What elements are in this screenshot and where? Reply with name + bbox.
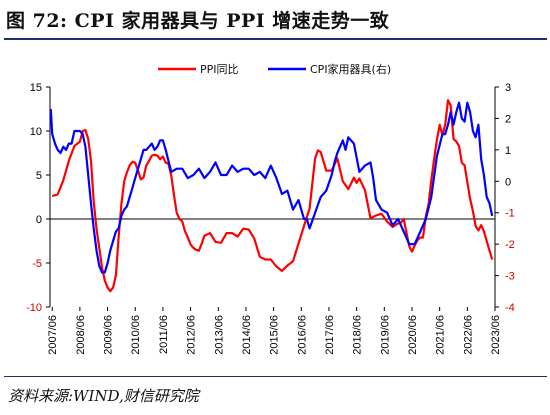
left-tick-label: -5 bbox=[32, 258, 42, 270]
x-tick-label: 2014/06 bbox=[241, 315, 253, 355]
left-tick-label: 15 bbox=[30, 82, 42, 94]
right-tick-label: 1 bbox=[505, 145, 511, 157]
right-tick-label: 3 bbox=[505, 82, 511, 94]
left-tick-label: 5 bbox=[36, 170, 42, 182]
chart-legend: PPI同比 CPI家用器具(右) bbox=[158, 62, 391, 76]
left-tick-label: -10 bbox=[26, 302, 42, 314]
legend-label: PPI同比 bbox=[200, 63, 239, 76]
x-tick-label: 2020/06 bbox=[407, 315, 419, 355]
cpi-appliance-series-line bbox=[49, 101, 494, 274]
right-tick-label: 0 bbox=[505, 176, 511, 188]
x-tick-label: 2017/06 bbox=[324, 315, 336, 355]
right-tick-label: -2 bbox=[505, 239, 515, 251]
x-tick-label: 2019/06 bbox=[379, 315, 391, 355]
left-tick-label: 10 bbox=[30, 126, 42, 138]
page-title: 图 72: CPI 家用器具与 PPI 增速走势一致 bbox=[6, 10, 390, 32]
x-tick-label: 2023/06 bbox=[490, 315, 502, 355]
legend-label: CPI家用器具(右) bbox=[310, 62, 391, 76]
left-tick-label: 0 bbox=[36, 214, 42, 226]
right-tick-label: -1 bbox=[505, 208, 515, 220]
right-tick-label: -3 bbox=[505, 271, 515, 283]
ppi-series-line bbox=[51, 99, 494, 293]
x-tick-label: 2021/06 bbox=[435, 315, 447, 355]
x-tick-label: 2007/06 bbox=[47, 315, 59, 355]
x-tick-label: 2011/06 bbox=[158, 315, 170, 354]
x-tick-label: 2012/06 bbox=[186, 315, 198, 355]
right-tick-label: 2 bbox=[505, 113, 511, 125]
x-tick-label: 2010/06 bbox=[130, 315, 142, 355]
x-tick-label: 2018/06 bbox=[352, 315, 364, 355]
title-divider bbox=[4, 38, 547, 40]
x-tick-label: 2008/06 bbox=[75, 315, 87, 355]
source-note: 资料来源:WIND,财信研究院 bbox=[8, 387, 199, 405]
x-tick-label: 2009/06 bbox=[103, 315, 115, 355]
right-tick-label: -4 bbox=[505, 302, 515, 314]
x-tick-label: 2022/06 bbox=[462, 315, 474, 355]
x-tick-label: 2013/06 bbox=[213, 315, 225, 355]
x-tick-label: 2015/06 bbox=[269, 315, 281, 355]
x-tick-label: 2016/06 bbox=[296, 315, 308, 355]
source-divider bbox=[4, 376, 547, 377]
